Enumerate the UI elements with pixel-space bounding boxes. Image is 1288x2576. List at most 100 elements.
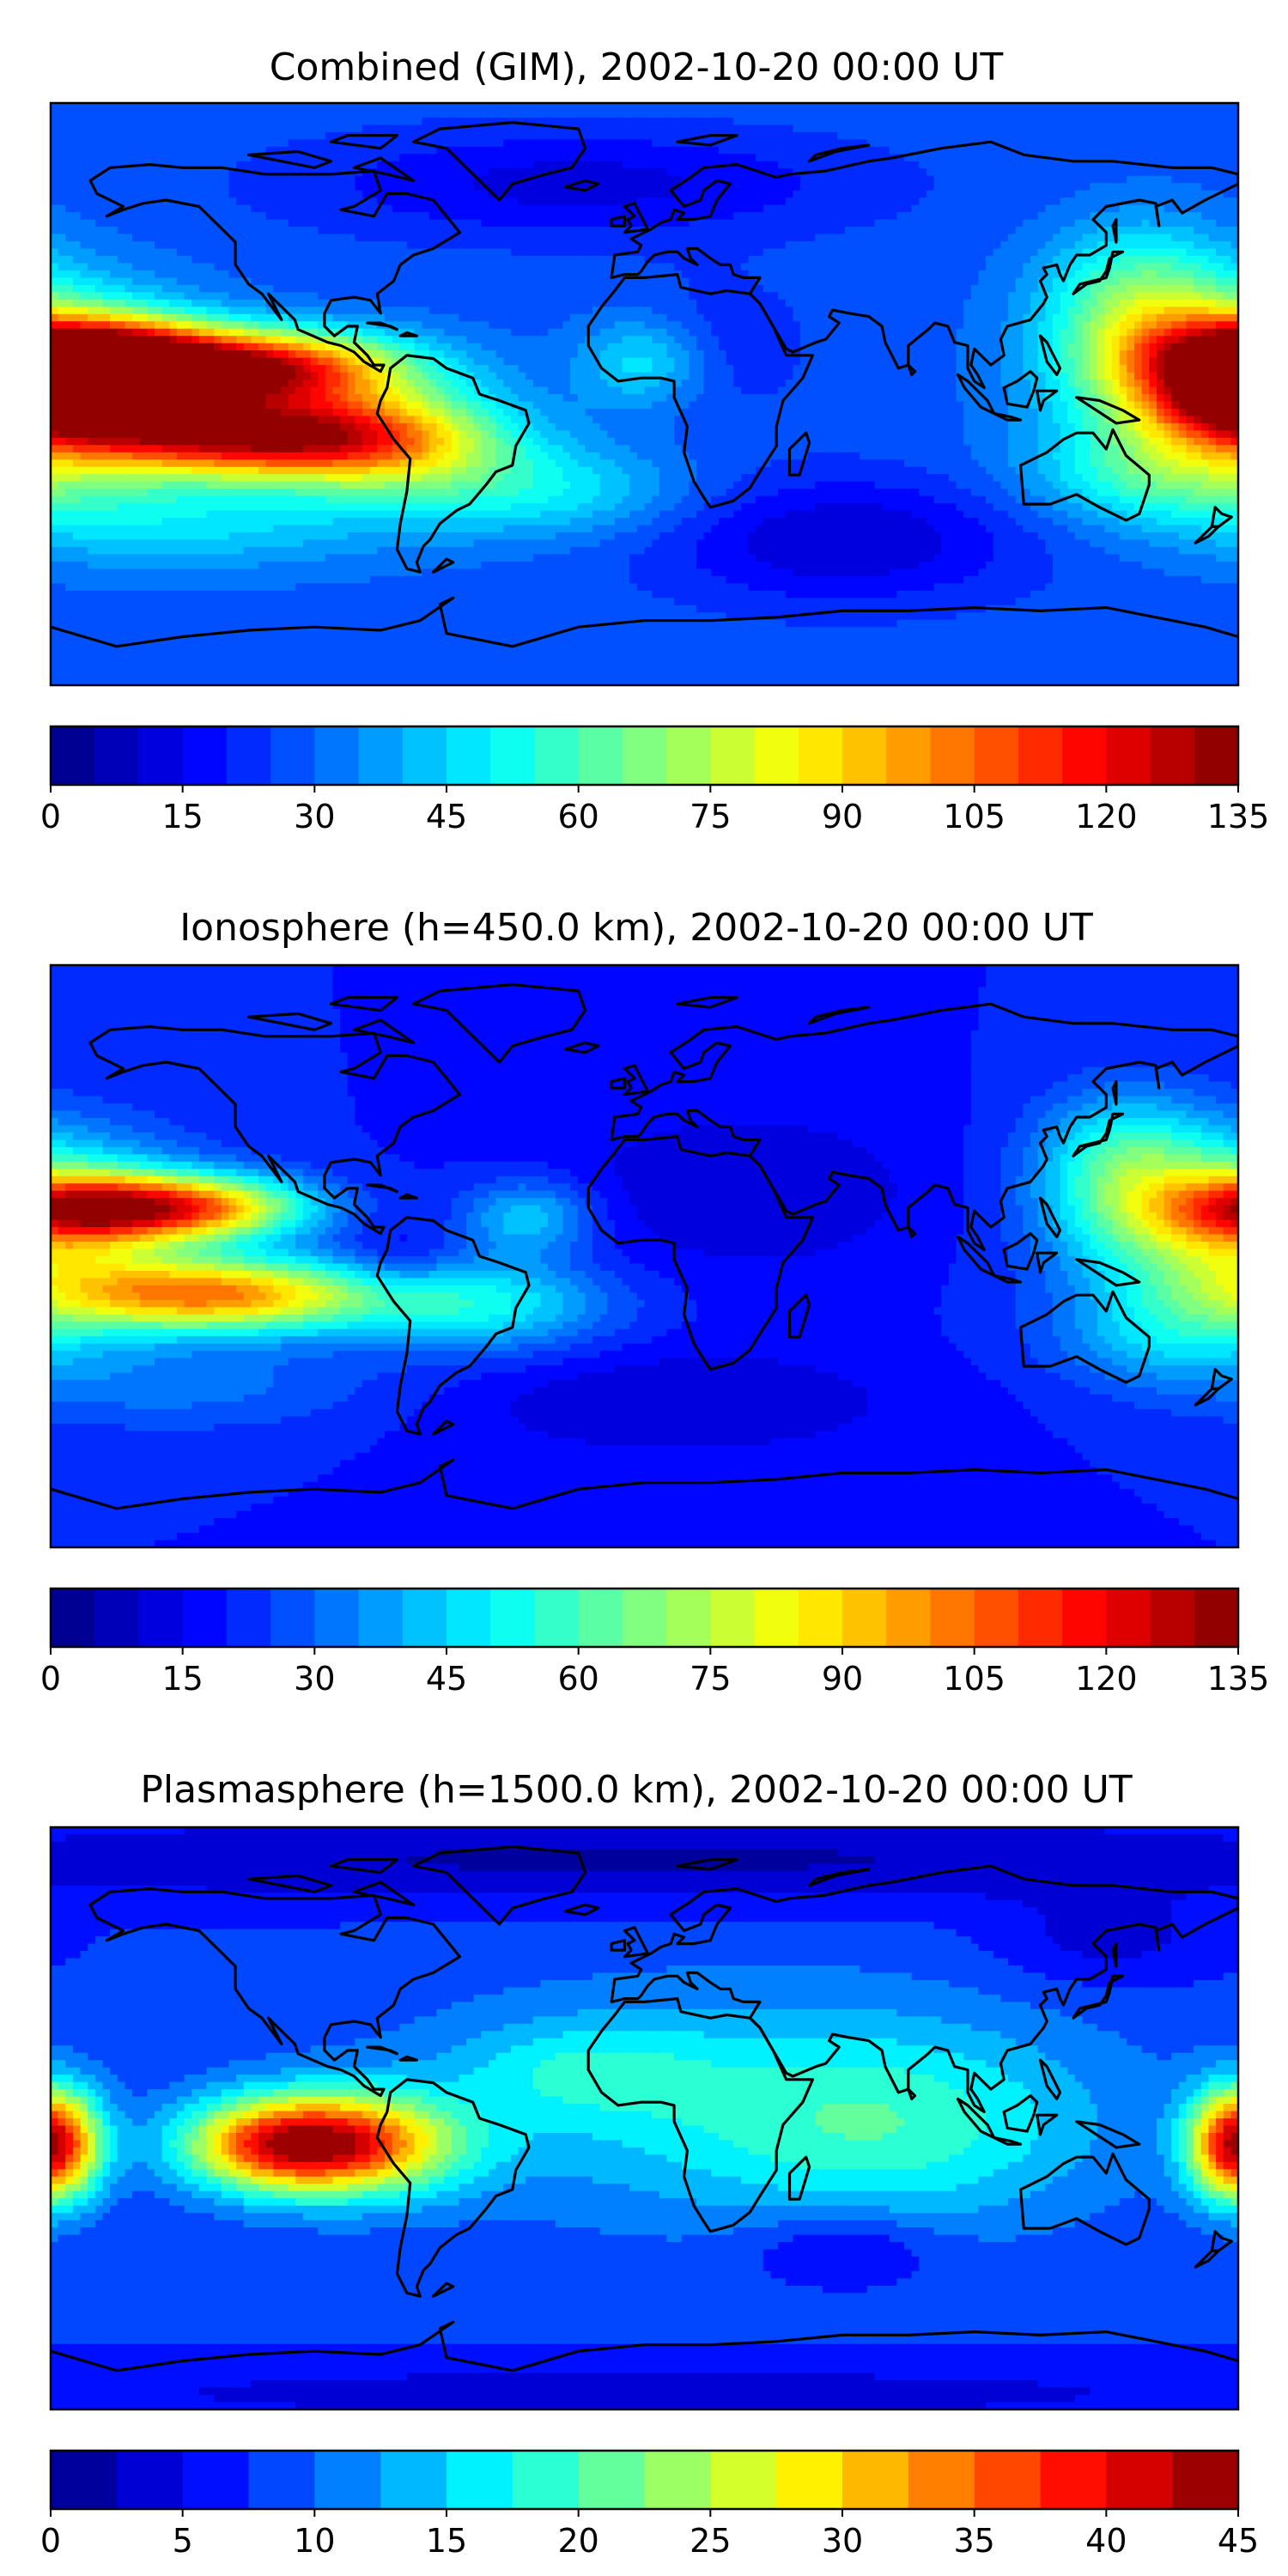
field-cell — [666, 125, 675, 133]
field-cell — [1082, 248, 1091, 257]
field-cell — [265, 284, 275, 294]
field-cell — [1223, 248, 1232, 257]
field-cell — [696, 168, 705, 177]
field-cell — [666, 307, 675, 315]
field-cell — [822, 103, 831, 112]
field-cell — [1060, 110, 1068, 118]
field-cell — [236, 125, 245, 133]
field-cell — [1015, 117, 1024, 126]
field-cell — [518, 277, 526, 286]
field-cell — [622, 103, 630, 112]
field-cell — [88, 110, 96, 118]
field-cell — [1223, 154, 1232, 162]
field-cell — [599, 255, 608, 264]
field-cell — [1104, 175, 1113, 184]
field-cell — [1090, 284, 1098, 294]
field-cell — [1216, 154, 1224, 162]
field-cell — [147, 234, 155, 242]
field-cell — [1000, 154, 1009, 162]
field-cell — [1200, 307, 1210, 315]
field-cell — [169, 212, 178, 221]
field-cell — [844, 131, 854, 141]
field-cell — [681, 241, 690, 250]
field-cell — [829, 292, 838, 301]
field-cell — [310, 168, 319, 177]
field-cell — [228, 328, 237, 337]
field-cell — [874, 292, 883, 301]
field-cell — [681, 263, 690, 271]
field-cell — [1119, 277, 1128, 286]
field-cell — [347, 255, 356, 264]
field-cell — [548, 161, 556, 169]
field-cell — [674, 117, 683, 126]
field-cell — [592, 103, 601, 112]
field-cell — [265, 227, 275, 235]
field-cell — [1067, 321, 1076, 330]
field-cell — [785, 277, 794, 286]
field-cell — [844, 313, 854, 322]
field-cell — [882, 139, 890, 148]
field-cell — [310, 183, 319, 191]
field-cell — [1208, 212, 1217, 221]
field-cell — [585, 168, 593, 177]
field-cell — [1230, 248, 1238, 257]
field-cell — [161, 110, 170, 118]
field-cell — [986, 117, 994, 126]
field-cell — [1230, 204, 1238, 213]
field-cell — [733, 168, 742, 177]
field-cell — [206, 103, 215, 112]
field-cell — [652, 139, 660, 148]
field-cell — [599, 103, 608, 112]
field-cell — [770, 125, 779, 133]
field-cell — [302, 183, 312, 191]
field-cell — [503, 270, 512, 279]
field-cell — [265, 307, 275, 315]
field-cell — [1194, 263, 1202, 271]
field-cell — [762, 139, 772, 148]
field-cell — [562, 175, 571, 184]
field-cell — [459, 219, 467, 228]
field-cell — [1133, 110, 1143, 118]
field-cell — [1008, 161, 1017, 169]
field-cell — [265, 161, 275, 169]
field-cell — [1060, 299, 1068, 307]
field-cell — [711, 103, 720, 112]
field-cell — [332, 175, 341, 184]
field-cell — [347, 263, 356, 271]
field-cell — [941, 204, 950, 213]
field-cell — [503, 110, 512, 118]
field-cell — [1112, 110, 1121, 118]
field-cell — [80, 131, 88, 141]
field-cell — [236, 227, 245, 235]
field-cell — [65, 212, 74, 221]
field-cell — [599, 234, 608, 242]
field-cell — [399, 175, 408, 184]
field-cell — [318, 168, 326, 177]
field-cell — [117, 234, 126, 242]
field-cell — [198, 277, 208, 286]
field-cell — [280, 277, 289, 286]
field-cell — [1141, 131, 1150, 141]
field-cell — [562, 321, 571, 330]
field-cell — [369, 307, 379, 315]
field-cell — [756, 154, 764, 162]
field-cell — [221, 117, 230, 126]
field-cell — [1097, 168, 1106, 177]
field-cell — [295, 103, 304, 112]
field-cell — [481, 313, 489, 322]
field-cell — [740, 313, 750, 322]
field-cell — [265, 125, 275, 133]
field-cell — [986, 321, 994, 330]
field-cell — [1045, 190, 1054, 198]
field-cell — [644, 139, 653, 148]
field-cell — [243, 255, 252, 264]
field-cell — [1200, 168, 1210, 177]
field-cell — [147, 175, 155, 184]
field-cell — [1074, 183, 1084, 191]
field-cell — [155, 313, 163, 322]
field-cell — [80, 190, 88, 198]
field-cell — [740, 284, 750, 294]
field-cell — [228, 270, 237, 279]
field-cell — [1060, 248, 1068, 257]
field-cell — [933, 175, 942, 184]
